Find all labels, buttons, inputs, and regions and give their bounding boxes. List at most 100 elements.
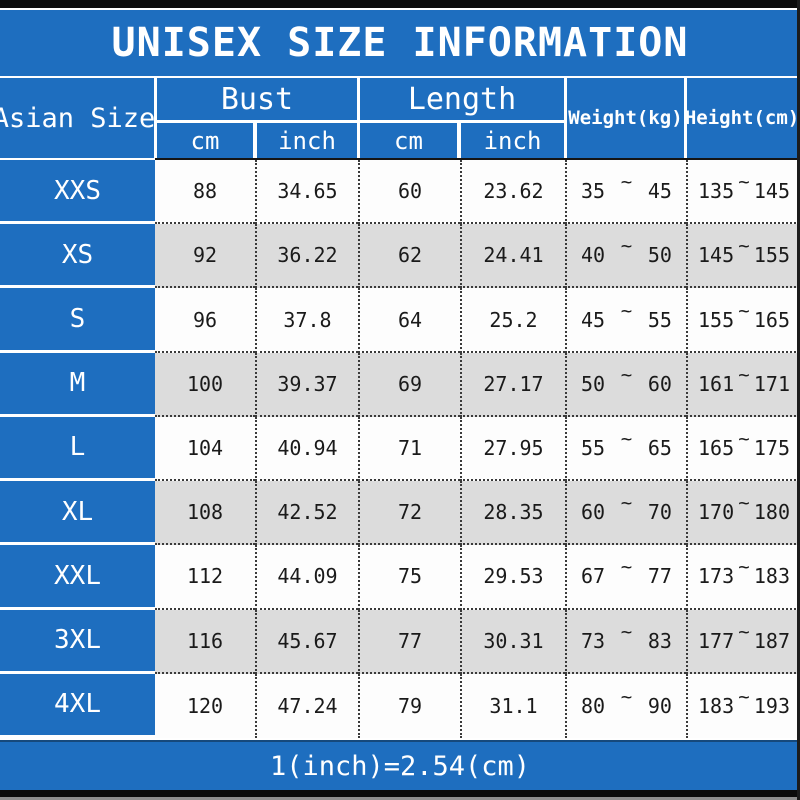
weight-max: 70 bbox=[647, 500, 672, 525]
tilde-symbol: ~ bbox=[738, 427, 750, 450]
table-row: 4XL 120 47.24 79 31.1 80 ~ 90 183 ~ 193 bbox=[0, 673, 800, 738]
length-cm-header: cm bbox=[360, 123, 457, 158]
bust-cm-cell: 112 bbox=[155, 545, 255, 610]
bust-inch-cell: 39.37 bbox=[255, 352, 358, 417]
length-cm-cell: 72 bbox=[358, 481, 460, 546]
length-cm-cell: 77 bbox=[358, 609, 460, 674]
header-divider-line bbox=[155, 158, 800, 160]
weight-max: 60 bbox=[647, 371, 672, 396]
height-max: 180 bbox=[753, 500, 790, 525]
length-inch-cell: 25.2 bbox=[460, 288, 565, 353]
length-inch-cell: 31.1 bbox=[460, 673, 565, 738]
height-max: 171 bbox=[753, 371, 790, 396]
height-range-cell: 165 ~ 175 bbox=[686, 416, 800, 482]
tilde-symbol: ~ bbox=[620, 235, 633, 258]
weight-range-cell: 55 ~ 65 bbox=[565, 416, 686, 482]
height-max: 165 bbox=[753, 307, 790, 332]
weight-range-cell: 60 ~ 70 bbox=[565, 481, 686, 546]
weight-min: 55 bbox=[581, 435, 606, 460]
bust-cm-cell: 92 bbox=[155, 224, 255, 289]
header-group-length: Length cm inch bbox=[360, 78, 564, 158]
weight-min: 60 bbox=[581, 500, 606, 525]
length-inch-cell: 27.17 bbox=[460, 352, 565, 417]
tilde-symbol: ~ bbox=[620, 299, 633, 322]
weight-max: 50 bbox=[647, 243, 672, 268]
tilde-symbol: ~ bbox=[738, 620, 750, 643]
size-cell: 3XL bbox=[0, 609, 155, 674]
tilde-symbol: ~ bbox=[738, 235, 750, 258]
weight-min: 40 bbox=[581, 243, 606, 268]
tilde-symbol: ~ bbox=[620, 556, 633, 579]
height-min: 155 bbox=[698, 307, 735, 332]
weight-min: 50 bbox=[581, 371, 606, 396]
height-range-cell: 177 ~ 187 bbox=[686, 609, 800, 674]
height-max: 187 bbox=[753, 628, 790, 653]
table-row: XS 92 36.22 62 24.41 40 ~ 50 145 ~ 155 bbox=[0, 224, 800, 289]
height-min: 177 bbox=[698, 628, 735, 653]
bust-cm-cell: 96 bbox=[155, 288, 255, 353]
bust-inch-cell: 40.94 bbox=[255, 416, 358, 482]
weight-min: 73 bbox=[581, 628, 606, 653]
size-cell: XXS bbox=[0, 160, 155, 225]
tilde-symbol: ~ bbox=[738, 363, 750, 386]
weight-max: 45 bbox=[647, 179, 672, 204]
size-cell: S bbox=[0, 288, 155, 353]
tilde-symbol: ~ bbox=[738, 685, 750, 708]
weight-range-cell: 73 ~ 83 bbox=[565, 609, 686, 674]
height-range-cell: 145 ~ 155 bbox=[686, 224, 800, 289]
height-max: 155 bbox=[753, 243, 790, 268]
height-max: 145 bbox=[753, 179, 790, 204]
length-cm-cell: 71 bbox=[358, 416, 460, 482]
asian-size-label: Asian Size bbox=[0, 102, 154, 134]
bust-subheader: cm inch bbox=[157, 123, 357, 158]
table-row: M 100 39.37 69 27.17 50 ~ 60 161 ~ 171 bbox=[0, 352, 800, 417]
weight-max: 83 bbox=[647, 628, 672, 653]
length-inch-cell: 24.41 bbox=[460, 224, 565, 289]
weight-max: 77 bbox=[647, 564, 672, 589]
table-row: S 96 37.8 64 25.2 45 ~ 55 155 ~ 165 bbox=[0, 288, 800, 353]
tilde-symbol: ~ bbox=[738, 556, 750, 579]
length-group-label: Length bbox=[360, 78, 564, 120]
height-min: 183 bbox=[698, 693, 735, 718]
weight-min: 80 bbox=[581, 693, 606, 718]
tilde-symbol: ~ bbox=[738, 171, 750, 194]
bust-cm-cell: 104 bbox=[155, 416, 255, 482]
tilde-symbol: ~ bbox=[620, 492, 633, 515]
tilde-symbol: ~ bbox=[620, 363, 633, 386]
header-cell-height: Height(cm) bbox=[685, 78, 799, 158]
weight-range-cell: 40 ~ 50 bbox=[565, 224, 686, 289]
length-inch-cell: 29.53 bbox=[460, 545, 565, 610]
title-banner: UNISEX SIZE INFORMATION bbox=[0, 10, 800, 76]
height-range-cell: 183 ~ 193 bbox=[686, 673, 800, 738]
length-cm-cell: 62 bbox=[358, 224, 460, 289]
header-group-bust: Bust cm inch bbox=[157, 78, 357, 158]
weight-min: 67 bbox=[581, 564, 606, 589]
size-cell: XL bbox=[0, 481, 155, 546]
height-min: 161 bbox=[698, 371, 735, 396]
height-range-cell: 135 ~ 145 bbox=[686, 160, 800, 225]
bust-cm-cell: 100 bbox=[155, 352, 255, 417]
height-min: 145 bbox=[698, 243, 735, 268]
tilde-symbol: ~ bbox=[620, 171, 633, 194]
bottom-border-bar bbox=[0, 790, 800, 797]
height-range-cell: 161 ~ 171 bbox=[686, 352, 800, 417]
weight-max: 65 bbox=[647, 435, 672, 460]
weight-max: 55 bbox=[647, 307, 672, 332]
size-cell: XXL bbox=[0, 545, 155, 610]
page-title: UNISEX SIZE INFORMATION bbox=[111, 20, 689, 66]
bust-inch-cell: 42.52 bbox=[255, 481, 358, 546]
tilde-symbol: ~ bbox=[620, 620, 633, 643]
table-row: 3XL 116 45.67 77 30.31 73 ~ 83 177 ~ 187 bbox=[0, 609, 800, 674]
table-row: XXS 88 34.65 60 23.62 35 ~ 45 135 ~ 145 bbox=[0, 160, 800, 225]
bottom-edge-sliver bbox=[0, 797, 800, 800]
height-range-cell: 170 ~ 180 bbox=[686, 481, 800, 546]
header-cell-asian-size: Asian Size bbox=[0, 78, 154, 158]
height-min: 170 bbox=[698, 500, 735, 525]
length-inch-cell: 23.62 bbox=[460, 160, 565, 225]
bust-inch-cell: 45.67 bbox=[255, 609, 358, 674]
bust-cm-cell: 116 bbox=[155, 609, 255, 674]
length-subheader: cm inch bbox=[360, 123, 564, 158]
length-cm-cell: 79 bbox=[358, 673, 460, 738]
bust-inch-header: inch bbox=[257, 123, 357, 158]
